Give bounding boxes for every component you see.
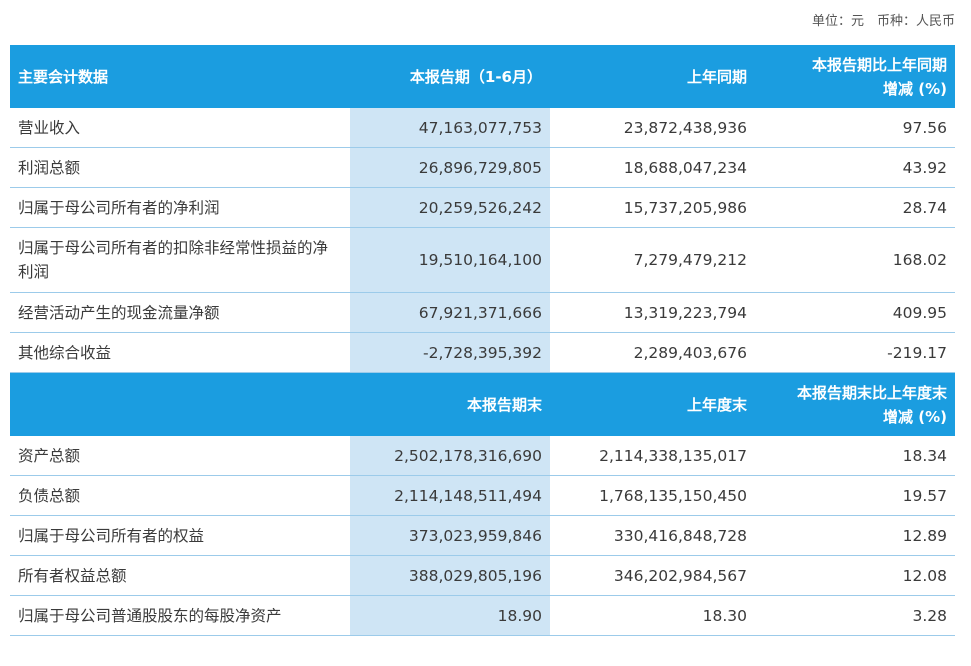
label-cell: 经营活动产生的现金流量净额 <box>18 303 220 322</box>
table-row: 归属于母公司普通股股东的每股净资产 18.90 18.30 3.28 <box>10 596 955 636</box>
header-cell: 本报告期比上年同期 增减 (%) <box>755 45 955 108</box>
table-row: 资产总额 2,502,178,316,690 2,114,338,135,017 18… <box>10 436 955 476</box>
value-cell: 1,768,135,150,450 <box>599 486 747 505</box>
table-row: 营业收入 47,163,077,753 23,872,438,936 97.56 <box>10 108 955 148</box>
value-cell: 26,896,729,805 <box>350 148 550 187</box>
value-cell: 13,319,223,794 <box>623 303 747 322</box>
value-cell: 97.56 <box>902 118 947 137</box>
value-cell: -2,728,395,392 <box>350 333 550 372</box>
unit-note: 单位：元 币种：人民币 <box>811 14 955 29</box>
table-row: 所有者权益总额 388,029,805,196 346,202,984,567 12.… <box>10 556 955 596</box>
label-cell: 归属于母公司所有者的扣除非经常性损益的净利润 <box>18 239 329 281</box>
table-row: 经营活动产生的现金流量净额 67,921,371,666 13,319,223,79… <box>10 293 955 333</box>
table-row: 归属于母公司所有者的扣除非经常性损益的净利润 19,510,164,100 7,27… <box>10 228 955 293</box>
value-cell: 67,921,371,666 <box>350 293 550 332</box>
table-row: 归属于母公司所有者的净利润 20,259,526,242 15,737,205,98… <box>10 188 955 228</box>
label-cell: 归属于母公司所有者的权益 <box>18 526 205 545</box>
value-cell: 12.08 <box>902 566 947 585</box>
label-cell: 归属于母公司所有者的净利润 <box>18 198 220 217</box>
label-cell: 所有者权益总额 <box>18 566 127 585</box>
value-cell: 373,023,959,846 <box>350 516 550 555</box>
table-row: 归属于母公司所有者的权益 373,023,959,846 330,416,848,7… <box>10 516 955 556</box>
header-cell: 上年度末 <box>550 373 755 436</box>
value-cell: 168.02 <box>892 251 947 269</box>
header-cell: 本报告期末比上年度末 增减 (%) <box>755 373 955 436</box>
value-cell: 12.89 <box>902 526 947 545</box>
value-cell: 409.95 <box>892 303 947 322</box>
value-cell: 19,510,164,100 <box>350 228 550 292</box>
value-cell: 2,289,403,676 <box>633 343 747 362</box>
value-cell: 7,279,479,212 <box>633 251 747 269</box>
label-cell: 负债总额 <box>18 486 81 505</box>
value-cell: 18,688,047,234 <box>623 158 747 177</box>
value-cell: 330,416,848,728 <box>613 526 747 545</box>
label-cell: 归属于母公司普通股股东的每股净资产 <box>18 606 282 625</box>
value-cell: 2,502,178,316,690 <box>350 436 550 475</box>
value-cell: 3.28 <box>912 606 947 625</box>
value-cell: 388,029,805,196 <box>350 556 550 595</box>
value-cell: 346,202,984,567 <box>613 566 747 585</box>
table-row: 其他综合收益 -2,728,395,392 2,289,403,676 -219.17 <box>10 333 955 373</box>
header-row: 本报告期末 上年度末 本报告期末比上年度末 增减 (%) <box>10 373 955 436</box>
label-cell: 营业收入 <box>18 118 81 137</box>
header-cell: 本报告期末 <box>350 373 550 436</box>
header-cell: 本报告期（1-6月） <box>350 45 550 108</box>
label-cell: 利润总额 <box>18 158 81 177</box>
header-cell: 主要会计数据 <box>10 45 350 108</box>
value-cell: 23,872,438,936 <box>623 118 747 137</box>
label-cell: 其他综合收益 <box>18 343 112 362</box>
value-cell: 18.34 <box>902 446 947 465</box>
value-cell: 18.30 <box>702 606 747 625</box>
table-row: 负债总额 2,114,148,511,494 1,768,135,150,450 19… <box>10 476 955 516</box>
value-cell: 19.57 <box>902 486 947 505</box>
value-cell: 47,163,077,753 <box>350 108 550 147</box>
value-cell: 18.90 <box>350 596 550 635</box>
value-cell: -219.17 <box>887 343 947 362</box>
value-cell: 20,259,526,242 <box>350 188 550 227</box>
header-cell <box>10 373 350 436</box>
header-cell: 上年同期 <box>550 45 755 108</box>
label-cell: 资产总额 <box>18 446 81 465</box>
value-cell: 28.74 <box>902 198 947 217</box>
value-cell: 15,737,205,986 <box>623 198 747 217</box>
value-cell: 43.92 <box>902 158 947 177</box>
table-row: 利润总额 26,896,729,805 18,688,047,234 43.92 <box>10 148 955 188</box>
value-cell: 2,114,148,511,494 <box>350 476 550 515</box>
value-cell: 2,114,338,135,017 <box>599 446 747 465</box>
header-row: 主要会计数据 本报告期（1-6月） 上年同期 本报告期比上年同期 增减 (%) <box>10 45 955 108</box>
table: 主要会计数据 本报告期（1-6月） 上年同期 本报告期比上年同期 增减 (%) 营业收入… <box>10 45 955 636</box>
